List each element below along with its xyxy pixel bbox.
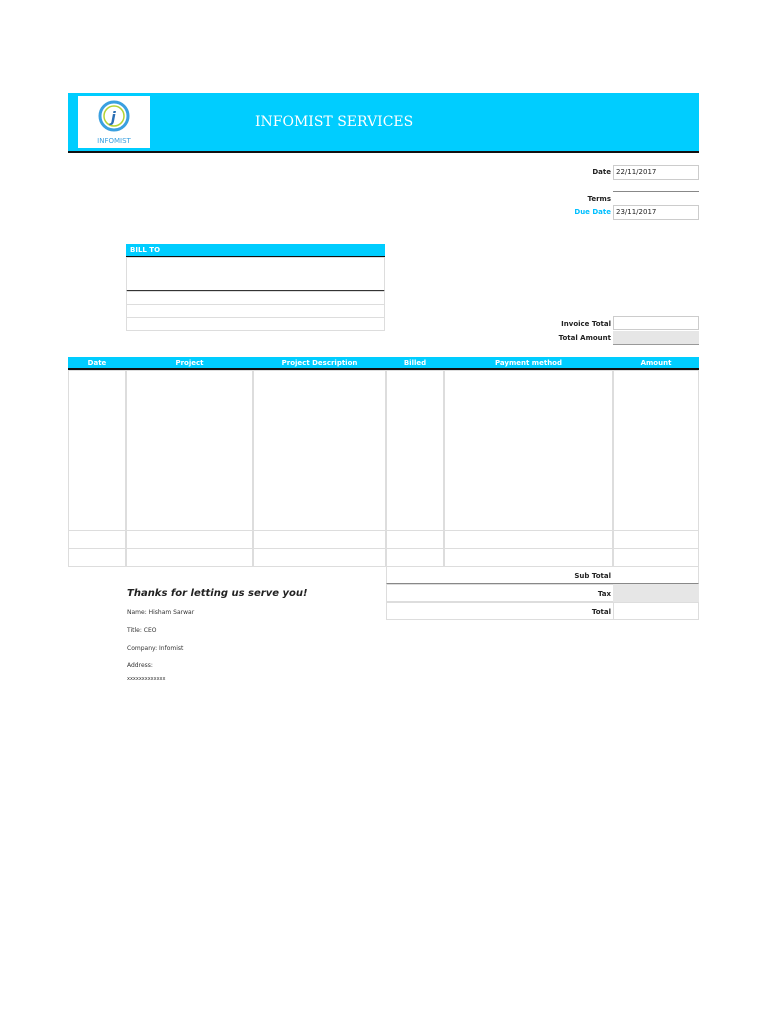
table-cell[interactable] [126,530,253,549]
contact-name: Name: Hisham Sarwar [127,609,195,616]
column-header[interactable]: Amount [613,357,699,370]
company-name: INFOMIST SERVICES [255,114,414,130]
table-cell[interactable] [444,370,613,531]
svg-text:j: j [109,110,116,126]
bill-to-line[interactable] [126,291,385,305]
table-cell[interactable] [386,530,444,549]
column-header[interactable]: Payment method [444,357,613,370]
bill-to-line[interactable] [126,304,385,318]
column-header[interactable]: Project [126,357,253,370]
terms-label: Terms [587,195,611,203]
subtotal-label: Sub Total [574,572,611,580]
info-icon: j INFOMIST [97,100,132,145]
table-cell[interactable] [613,370,699,531]
header-banner [68,93,699,153]
invoice-total-label: Invoice Total [561,320,611,328]
contact-address-label: Address: [127,662,153,669]
total-label: Total [591,608,611,616]
table-cell[interactable] [444,548,613,567]
total-field[interactable] [613,602,699,620]
bill-to-address[interactable] [126,257,385,292]
tax-field[interactable] [613,584,699,602]
date-label: Date [592,168,611,176]
column-header[interactable]: Date [68,357,126,370]
thanks-message: Thanks for letting us serve you! [127,588,308,599]
table-cell[interactable] [613,548,699,567]
date-field[interactable]: 22/11/2017 [613,165,699,180]
table-cell[interactable] [444,530,613,549]
table-cell[interactable] [253,370,386,531]
table-cell[interactable] [253,548,386,567]
table-cell[interactable] [253,530,386,549]
column-header[interactable]: Project Description [253,357,386,370]
contact-company: Company: Infomist [127,645,184,652]
company-logo: j INFOMIST [78,96,150,148]
table-cell[interactable] [126,548,253,567]
contact-address: xxxxxxxxxxxxx [127,676,166,682]
table-cell[interactable] [386,548,444,567]
table-cell[interactable] [68,530,126,549]
bill-to-header: BILL TO [126,244,385,257]
bill-to-line[interactable] [126,317,385,331]
due-date-field[interactable]: 23/11/2017 [613,205,699,220]
invoice-total-field[interactable] [613,316,699,330]
table-cell[interactable] [613,530,699,549]
terms-field[interactable] [613,191,699,192]
tax-label: Tax [597,590,611,598]
contact-title: Title: CEO [127,627,157,634]
table-cell[interactable] [126,370,253,531]
table-cell[interactable] [386,370,444,531]
total-amount-label: Total Amount [558,334,611,342]
total-amount-field[interactable] [613,331,699,345]
table-cell[interactable] [68,548,126,567]
table-cell[interactable] [68,370,126,531]
column-header[interactable]: Billed [386,357,444,370]
subtotal-row [386,566,699,584]
due-date-label: Due Date [574,208,611,216]
svg-text:INFOMIST: INFOMIST [97,137,131,145]
